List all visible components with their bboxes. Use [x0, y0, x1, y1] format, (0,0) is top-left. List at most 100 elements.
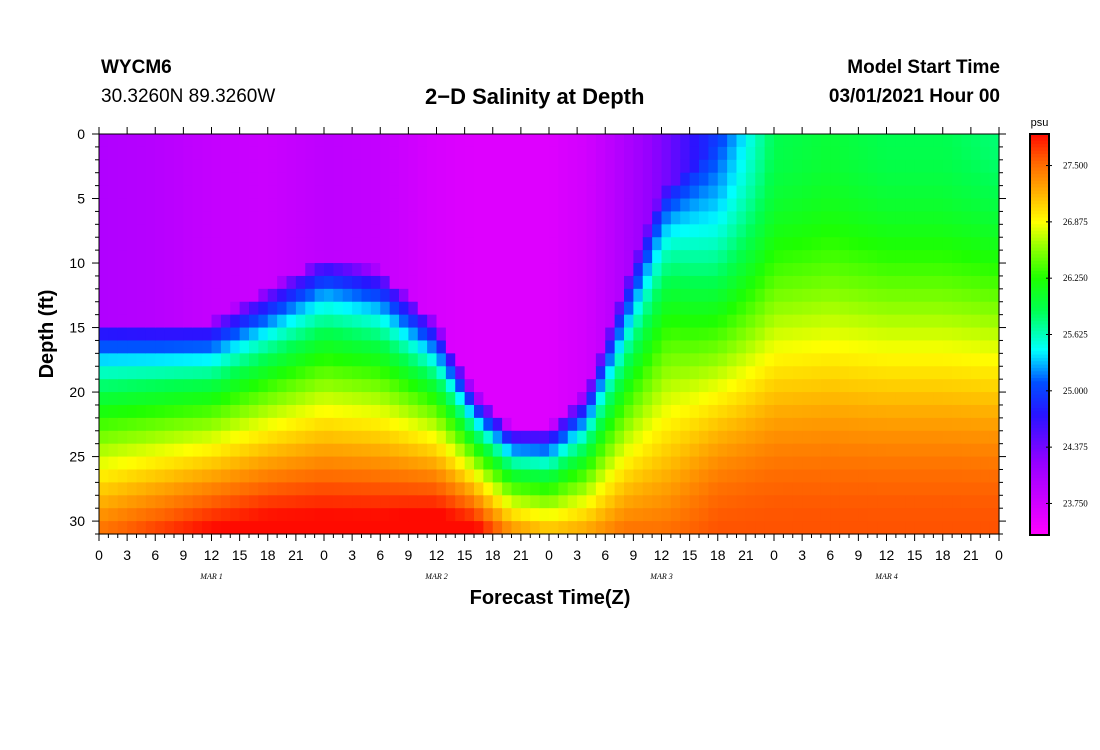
heatmap-cell — [520, 417, 531, 432]
heatmap-cell — [352, 314, 363, 329]
heatmap-cell — [539, 366, 550, 380]
heatmap-cell — [389, 146, 400, 161]
colorbar-segment — [1030, 271, 1049, 275]
heatmap-cell — [445, 288, 456, 303]
heatmap-cell — [867, 482, 878, 496]
heatmap-cell — [783, 366, 794, 380]
heatmap-cell — [361, 198, 372, 213]
heatmap-cell — [277, 250, 288, 264]
heatmap-cell — [877, 443, 888, 458]
heatmap-cell — [858, 379, 869, 393]
x-tick-label: 21 — [738, 547, 754, 563]
heatmap-cell — [652, 456, 663, 471]
heatmap-cell — [417, 469, 428, 483]
heatmap-cell — [727, 185, 738, 200]
colorbar-segment — [1030, 227, 1049, 232]
heatmap-cell — [652, 430, 663, 445]
heatmap-cell — [895, 521, 906, 535]
heatmap-cell — [164, 275, 175, 290]
heatmap-cell — [380, 224, 391, 238]
heatmap-cell — [474, 521, 484, 535]
heatmap-cell — [530, 521, 541, 535]
heatmap-cell — [905, 417, 916, 432]
heatmap-cell — [202, 482, 213, 496]
heatmap-cell — [624, 211, 634, 225]
heatmap-cell — [792, 340, 803, 354]
colorbar-segment — [1030, 217, 1049, 222]
heatmap-cell — [361, 366, 372, 380]
heatmap-cell — [670, 198, 681, 213]
colorbar-segment — [1030, 134, 1049, 138]
heatmap-cell — [108, 443, 119, 458]
heatmap-cell — [558, 469, 569, 483]
heatmap-cell — [342, 288, 353, 303]
colorbar-segment — [1030, 207, 1049, 212]
heatmap-cell — [389, 340, 400, 354]
heatmap-cell — [614, 146, 625, 161]
heatmap-cell — [774, 366, 784, 380]
heatmap-cell — [295, 521, 306, 535]
colorbar-segment — [1030, 357, 1049, 362]
heatmap-cell — [820, 443, 831, 458]
heatmap-cell — [145, 250, 156, 264]
heatmap-cell — [258, 404, 269, 419]
heatmap-cell — [380, 495, 391, 509]
colorbar-segment — [1030, 177, 1049, 182]
colorbar-segment — [1030, 164, 1049, 169]
heatmap-cell — [802, 521, 813, 535]
x-tick-label: 15 — [232, 547, 248, 563]
heatmap-cell — [792, 456, 803, 471]
colorbar-segment — [1030, 381, 1049, 386]
x-tick-label: 0 — [770, 547, 778, 563]
heatmap-cell — [305, 508, 316, 522]
heatmap-cell — [914, 417, 925, 432]
heatmap-cell — [455, 379, 466, 393]
heatmap-cell — [370, 159, 381, 174]
heatmap-cell — [258, 134, 269, 148]
heatmap-cell — [295, 172, 306, 187]
heatmap-cell — [136, 250, 147, 264]
heatmap-cell — [745, 469, 756, 483]
heatmap-cell — [342, 327, 353, 342]
heatmap-cell — [445, 314, 456, 329]
heatmap-cell — [192, 417, 203, 432]
heatmap-cell — [127, 301, 138, 316]
heatmap-cell — [820, 172, 831, 187]
heatmap-cell — [445, 469, 456, 483]
heatmap-cell — [520, 443, 531, 458]
heatmap-cell — [436, 469, 447, 483]
heatmap-cell — [736, 275, 747, 290]
heatmap-cell — [267, 250, 278, 264]
heatmap-cell — [905, 508, 916, 522]
heatmap-cell — [858, 288, 869, 303]
heatmap-cell — [155, 443, 166, 458]
heatmap-cell — [502, 404, 513, 419]
heatmap-cell — [492, 379, 503, 393]
heatmap-cell — [802, 495, 813, 509]
heatmap-cell — [886, 237, 897, 251]
heatmap-cell — [699, 275, 709, 290]
heatmap-cell — [511, 366, 522, 380]
heatmap-cell — [661, 482, 672, 496]
heatmap-cell — [295, 353, 306, 367]
heatmap-cell — [108, 366, 119, 380]
heatmap-cell — [586, 288, 597, 303]
heatmap-cell — [586, 250, 597, 264]
heatmap-cell — [942, 495, 953, 509]
heatmap-cell — [192, 159, 203, 174]
heatmap-cell — [511, 301, 522, 316]
heatmap-cell — [595, 404, 606, 419]
heatmap-cell — [539, 495, 550, 509]
heatmap-cell — [567, 211, 578, 225]
heatmap-cell — [989, 314, 1000, 329]
x-tick-label: 3 — [798, 547, 806, 563]
heatmap-cell — [145, 198, 156, 213]
heatmap-cell — [483, 185, 494, 200]
heatmap-cell — [258, 327, 269, 342]
heatmap-cell — [858, 482, 869, 496]
heatmap-cell — [680, 263, 691, 277]
heatmap-cell — [661, 146, 672, 161]
heatmap-cell — [820, 159, 831, 174]
heatmap-cell — [117, 263, 128, 277]
heatmap-cell — [445, 263, 456, 277]
